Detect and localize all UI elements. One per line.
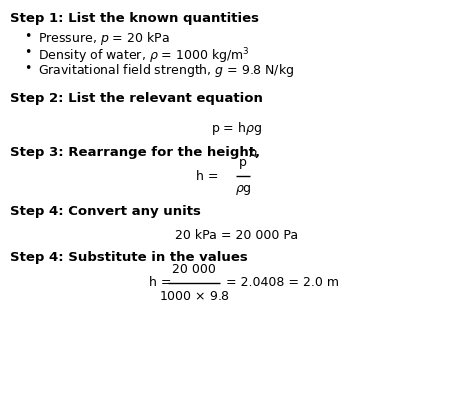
Text: p = h$\rho$g: p = h$\rho$g (211, 120, 263, 137)
Text: 20 000: 20 000 (172, 263, 216, 276)
Text: Step 4: Convert any units: Step 4: Convert any units (10, 205, 201, 218)
Text: Pressure, $p$ = 20 kPa: Pressure, $p$ = 20 kPa (38, 30, 170, 47)
Text: Step 3: Rearrange for the height,: Step 3: Rearrange for the height, (10, 146, 265, 159)
Text: •: • (24, 46, 31, 59)
Text: •: • (24, 62, 31, 75)
Text: Step 2: List the relevant equation: Step 2: List the relevant equation (10, 92, 263, 105)
Text: 1000 $\times$ 9.8: 1000 $\times$ 9.8 (158, 290, 229, 303)
Text: Step 1: List the known quantities: Step 1: List the known quantities (10, 12, 259, 25)
Text: = 2.0408 = 2.0 m: = 2.0408 = 2.0 m (226, 277, 339, 290)
Text: •: • (24, 30, 31, 43)
Text: $\rho$g: $\rho$g (235, 183, 251, 197)
Text: h =: h = (149, 277, 176, 290)
Text: h =: h = (197, 169, 223, 183)
Text: p: p (239, 156, 247, 169)
Text: $h$: $h$ (248, 146, 257, 160)
Text: 20 kPa = 20 000 Pa: 20 kPa = 20 000 Pa (175, 229, 299, 242)
Text: Density of water, $\rho$ = 1000 kg/m$^3$: Density of water, $\rho$ = 1000 kg/m$^3$ (38, 46, 250, 66)
Text: Gravitational field strength, $g$ = 9.8 N/kg: Gravitational field strength, $g$ = 9.8 … (38, 62, 294, 79)
Text: Step 4: Substitute in the values: Step 4: Substitute in the values (10, 251, 248, 264)
